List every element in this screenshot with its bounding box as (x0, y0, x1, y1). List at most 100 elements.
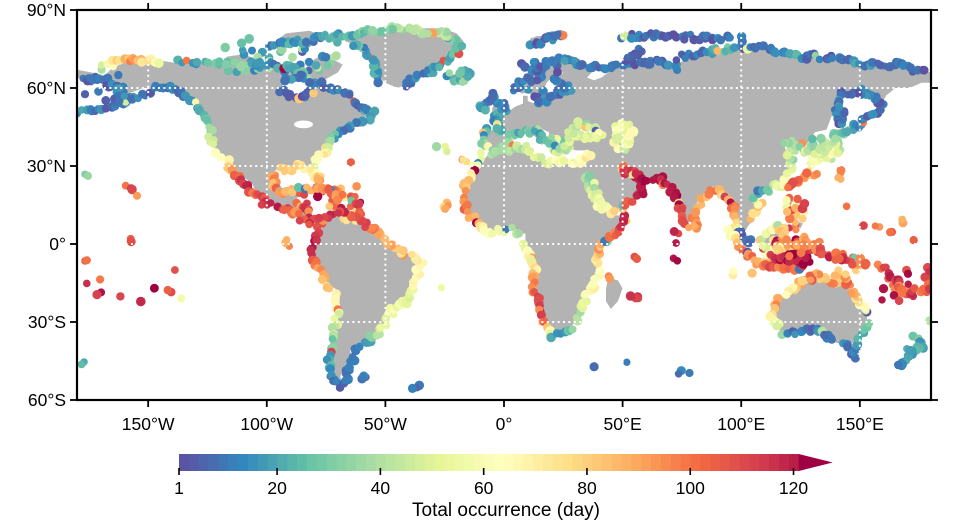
data-point (77, 360, 86, 369)
data-point (772, 320, 782, 331)
data-point (431, 142, 442, 152)
colorbar-segment (660, 454, 672, 471)
data-point (471, 212, 480, 221)
data-point (605, 274, 615, 284)
data-point (313, 191, 323, 202)
data-point (317, 275, 327, 284)
lat-tick-label: 30°N (27, 156, 66, 176)
data-point (520, 62, 530, 72)
data-point (792, 225, 800, 234)
data-point (301, 38, 311, 47)
landmass (482, 43, 931, 242)
data-point (376, 323, 385, 332)
colorbar-segment (257, 454, 268, 471)
data-point (906, 63, 915, 73)
data-point (295, 216, 304, 225)
data-point (463, 72, 473, 82)
colorbar-segment (542, 454, 554, 471)
data-point (612, 135, 622, 145)
data-point (844, 90, 852, 99)
data-point (163, 285, 172, 295)
data-point (346, 158, 355, 167)
data-point (758, 241, 767, 250)
data-point (807, 276, 815, 284)
lon-tick-label: 0° (496, 414, 513, 434)
data-point (628, 52, 638, 61)
data-point (136, 296, 146, 307)
data-point (407, 383, 418, 393)
data-point (690, 207, 701, 218)
colorbar-segment (405, 454, 416, 471)
data-point (508, 223, 516, 232)
data-point (597, 199, 607, 209)
colorbar: 1 20 40 60 80 100 120 (174, 454, 833, 498)
data-point (457, 41, 467, 51)
axes-layer: 90°N 60°N 30°N 0° 30°S 60°S 150°W 100°W 50°W 0° 50… (27, 0, 938, 434)
data-point (488, 229, 496, 238)
data-point (595, 266, 604, 275)
data-point (96, 275, 105, 284)
data-point (758, 41, 769, 51)
colorbar-segment (592, 454, 603, 471)
data-point (266, 199, 275, 207)
data-point (910, 284, 919, 293)
lat-tick-label: 60°N (27, 78, 66, 98)
lon-tick-label: 50°W (364, 414, 407, 434)
colorbar-segment (326, 454, 337, 471)
data-point (314, 213, 324, 223)
data-point (886, 228, 895, 237)
data-point (354, 199, 364, 209)
data-point (537, 153, 546, 162)
data-point (352, 118, 361, 127)
data-point (780, 139, 788, 147)
data-point (836, 175, 845, 183)
data-point (524, 85, 533, 94)
data-point (878, 284, 889, 294)
data-point (570, 129, 578, 138)
data-point (463, 208, 472, 216)
colorbar-segment (208, 454, 219, 471)
data-point (248, 46, 256, 55)
colorbar-segment (454, 454, 465, 471)
colorbar-segment (395, 454, 406, 471)
data-point (577, 59, 587, 70)
scatter-layer (77, 22, 931, 393)
data-point (672, 56, 681, 64)
data-point (623, 358, 631, 366)
colorbar-segment (415, 454, 426, 471)
data-point (535, 135, 544, 144)
data-point (352, 31, 361, 40)
data-point (716, 35, 726, 45)
colorbar-segment (690, 454, 701, 471)
colorbar-tick-label: 20 (267, 478, 287, 498)
colorbar-tick-label: 80 (577, 478, 597, 498)
data-point (171, 266, 179, 274)
data-point (680, 35, 689, 44)
colorbar-segment (306, 454, 318, 471)
data-point (924, 284, 931, 294)
data-point (898, 288, 908, 298)
landmass (311, 212, 421, 387)
data-point (782, 235, 791, 244)
data-point (632, 254, 642, 263)
data-point (925, 316, 931, 326)
data-point (784, 183, 792, 192)
colorbar-tick-label: 60 (474, 478, 494, 498)
lon-tick-label: 150°E (836, 414, 884, 434)
colorbar-segment (700, 454, 711, 471)
colorbar-segment (759, 454, 770, 471)
data-point (437, 283, 446, 292)
data-point (820, 330, 829, 340)
data-point (831, 255, 840, 264)
data-point (744, 238, 754, 248)
data-point (236, 61, 246, 72)
data-point (533, 76, 542, 85)
data-point (726, 33, 734, 42)
data-point (909, 236, 918, 245)
data-point (238, 46, 247, 55)
data-point (481, 105, 490, 115)
data-point (476, 148, 486, 157)
data-point (550, 31, 560, 41)
data-point (182, 56, 191, 65)
landmass (345, 28, 464, 88)
